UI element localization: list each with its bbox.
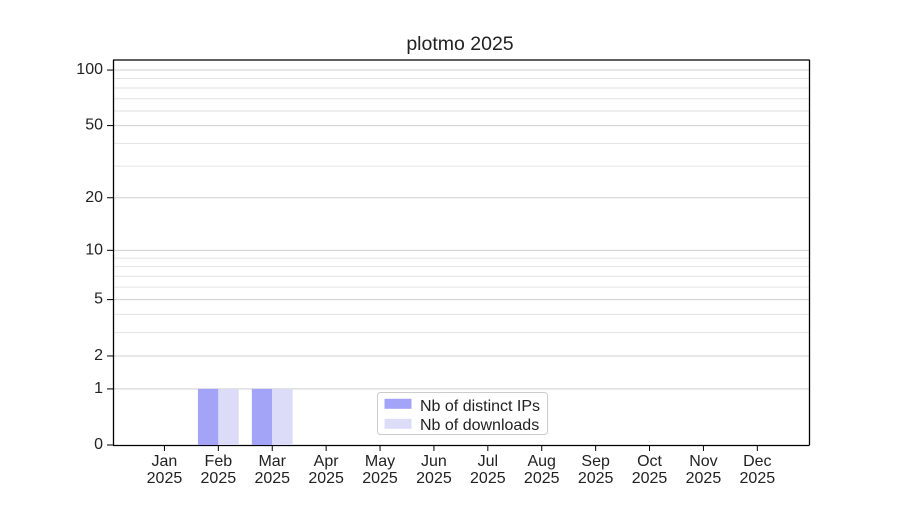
svg-text:Aug: Aug bbox=[527, 453, 555, 470]
svg-text:100: 100 bbox=[76, 61, 103, 78]
svg-text:May: May bbox=[365, 453, 395, 470]
svg-text:Nb of distinct IPs: Nb of distinct IPs bbox=[420, 398, 540, 415]
svg-text:Nb of downloads: Nb of downloads bbox=[420, 417, 539, 434]
svg-text:2025: 2025 bbox=[416, 470, 452, 487]
svg-text:20: 20 bbox=[85, 189, 103, 206]
svg-text:plotmo 2025: plotmo 2025 bbox=[406, 33, 513, 55]
svg-text:Jul: Jul bbox=[478, 453, 498, 470]
svg-text:50: 50 bbox=[85, 117, 103, 134]
svg-text:Apr: Apr bbox=[314, 453, 340, 470]
svg-text:Feb: Feb bbox=[205, 453, 233, 470]
svg-text:Jun: Jun bbox=[421, 453, 447, 470]
svg-text:2025: 2025 bbox=[578, 470, 614, 487]
svg-text:2025: 2025 bbox=[362, 470, 398, 487]
svg-text:2025: 2025 bbox=[147, 470, 183, 487]
svg-text:5: 5 bbox=[94, 291, 103, 308]
svg-text:Sep: Sep bbox=[581, 453, 610, 470]
svg-text:Dec: Dec bbox=[743, 453, 771, 470]
svg-text:2025: 2025 bbox=[201, 470, 237, 487]
svg-text:0: 0 bbox=[94, 436, 103, 453]
svg-text:2025: 2025 bbox=[308, 470, 344, 487]
svg-text:2025: 2025 bbox=[740, 470, 776, 487]
svg-text:Nov: Nov bbox=[689, 453, 717, 470]
svg-text:2025: 2025 bbox=[254, 470, 290, 487]
svg-text:Mar: Mar bbox=[258, 453, 286, 470]
svg-text:Jan: Jan bbox=[152, 453, 178, 470]
svg-text:2025: 2025 bbox=[524, 470, 560, 487]
svg-text:2: 2 bbox=[94, 347, 103, 364]
svg-text:Oct: Oct bbox=[637, 453, 662, 470]
svg-text:2025: 2025 bbox=[470, 470, 506, 487]
svg-text:2025: 2025 bbox=[632, 470, 668, 487]
svg-text:10: 10 bbox=[85, 241, 103, 258]
svg-text:2025: 2025 bbox=[686, 470, 722, 487]
svg-text:1: 1 bbox=[94, 380, 103, 397]
